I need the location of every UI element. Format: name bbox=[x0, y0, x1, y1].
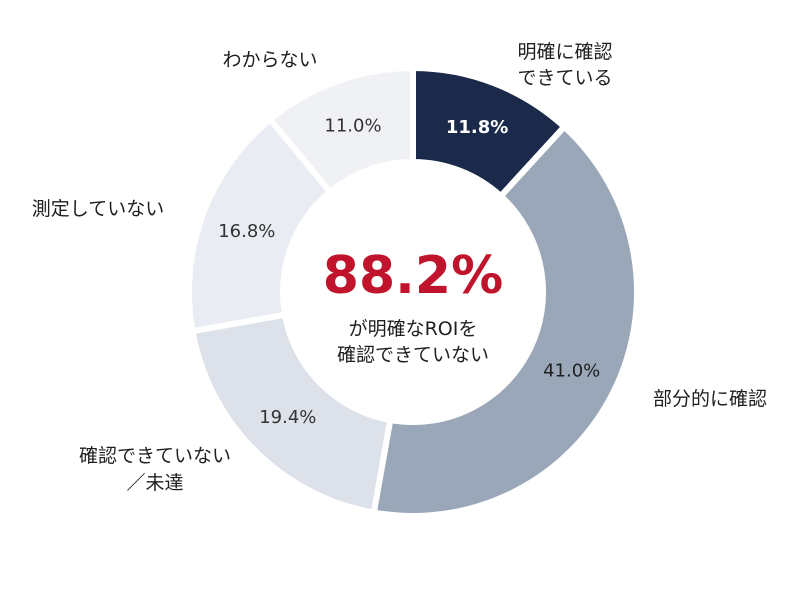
center-caption-line-1: が明確なROIを bbox=[349, 318, 478, 340]
donut-slice-3 bbox=[188, 311, 394, 517]
slice-category-label-2-line-1: 部分的に確認 bbox=[653, 388, 767, 410]
slice-value-label-3: 19.4% bbox=[259, 407, 316, 428]
slice-value-label-5: 11.0% bbox=[324, 116, 381, 137]
donut-slices bbox=[186, 64, 640, 519]
slice-value-label-4: 16.8% bbox=[218, 221, 275, 242]
slice-category-label-3-line-1: 確認できていない bbox=[79, 445, 231, 467]
center-caption-line-2: 確認できていない bbox=[337, 344, 489, 366]
center-summary: 88.2% が明確なROIを 確認できていない bbox=[323, 246, 503, 366]
center-percentage: 88.2% bbox=[323, 246, 503, 306]
donut-slice-2 bbox=[370, 122, 640, 519]
donut-slice-5 bbox=[265, 64, 416, 197]
slice-category-label-5-line-1: わからない bbox=[222, 49, 317, 71]
slice-category-label-3-line-2: ／未達 bbox=[126, 472, 183, 494]
slice-value-labels: 11.8% 41.0% 19.4% 16.8% 11.0% bbox=[218, 116, 600, 429]
slice-category-label-1-line-2: できている bbox=[517, 67, 612, 89]
slice-category-label-1-line-1: 明確に確認 bbox=[517, 41, 612, 63]
slice-value-label-2: 41.0% bbox=[543, 360, 600, 381]
slice-value-label-1: 11.8% bbox=[446, 117, 508, 138]
slice-category-label-4-line-1: 測定していない bbox=[32, 198, 164, 220]
